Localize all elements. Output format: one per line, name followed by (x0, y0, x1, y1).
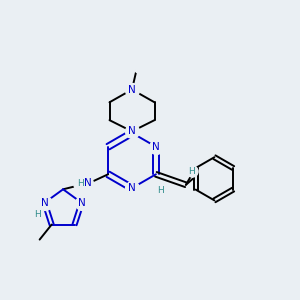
Text: N: N (83, 178, 91, 188)
Text: N: N (128, 183, 136, 193)
Text: N: N (128, 126, 136, 136)
Text: N: N (152, 142, 160, 152)
Text: N: N (78, 198, 86, 208)
Text: N: N (41, 198, 48, 208)
Text: H: H (77, 179, 84, 188)
Text: H: H (34, 210, 40, 219)
Text: H: H (157, 186, 164, 195)
Text: N: N (128, 85, 136, 94)
Text: H: H (188, 167, 195, 176)
